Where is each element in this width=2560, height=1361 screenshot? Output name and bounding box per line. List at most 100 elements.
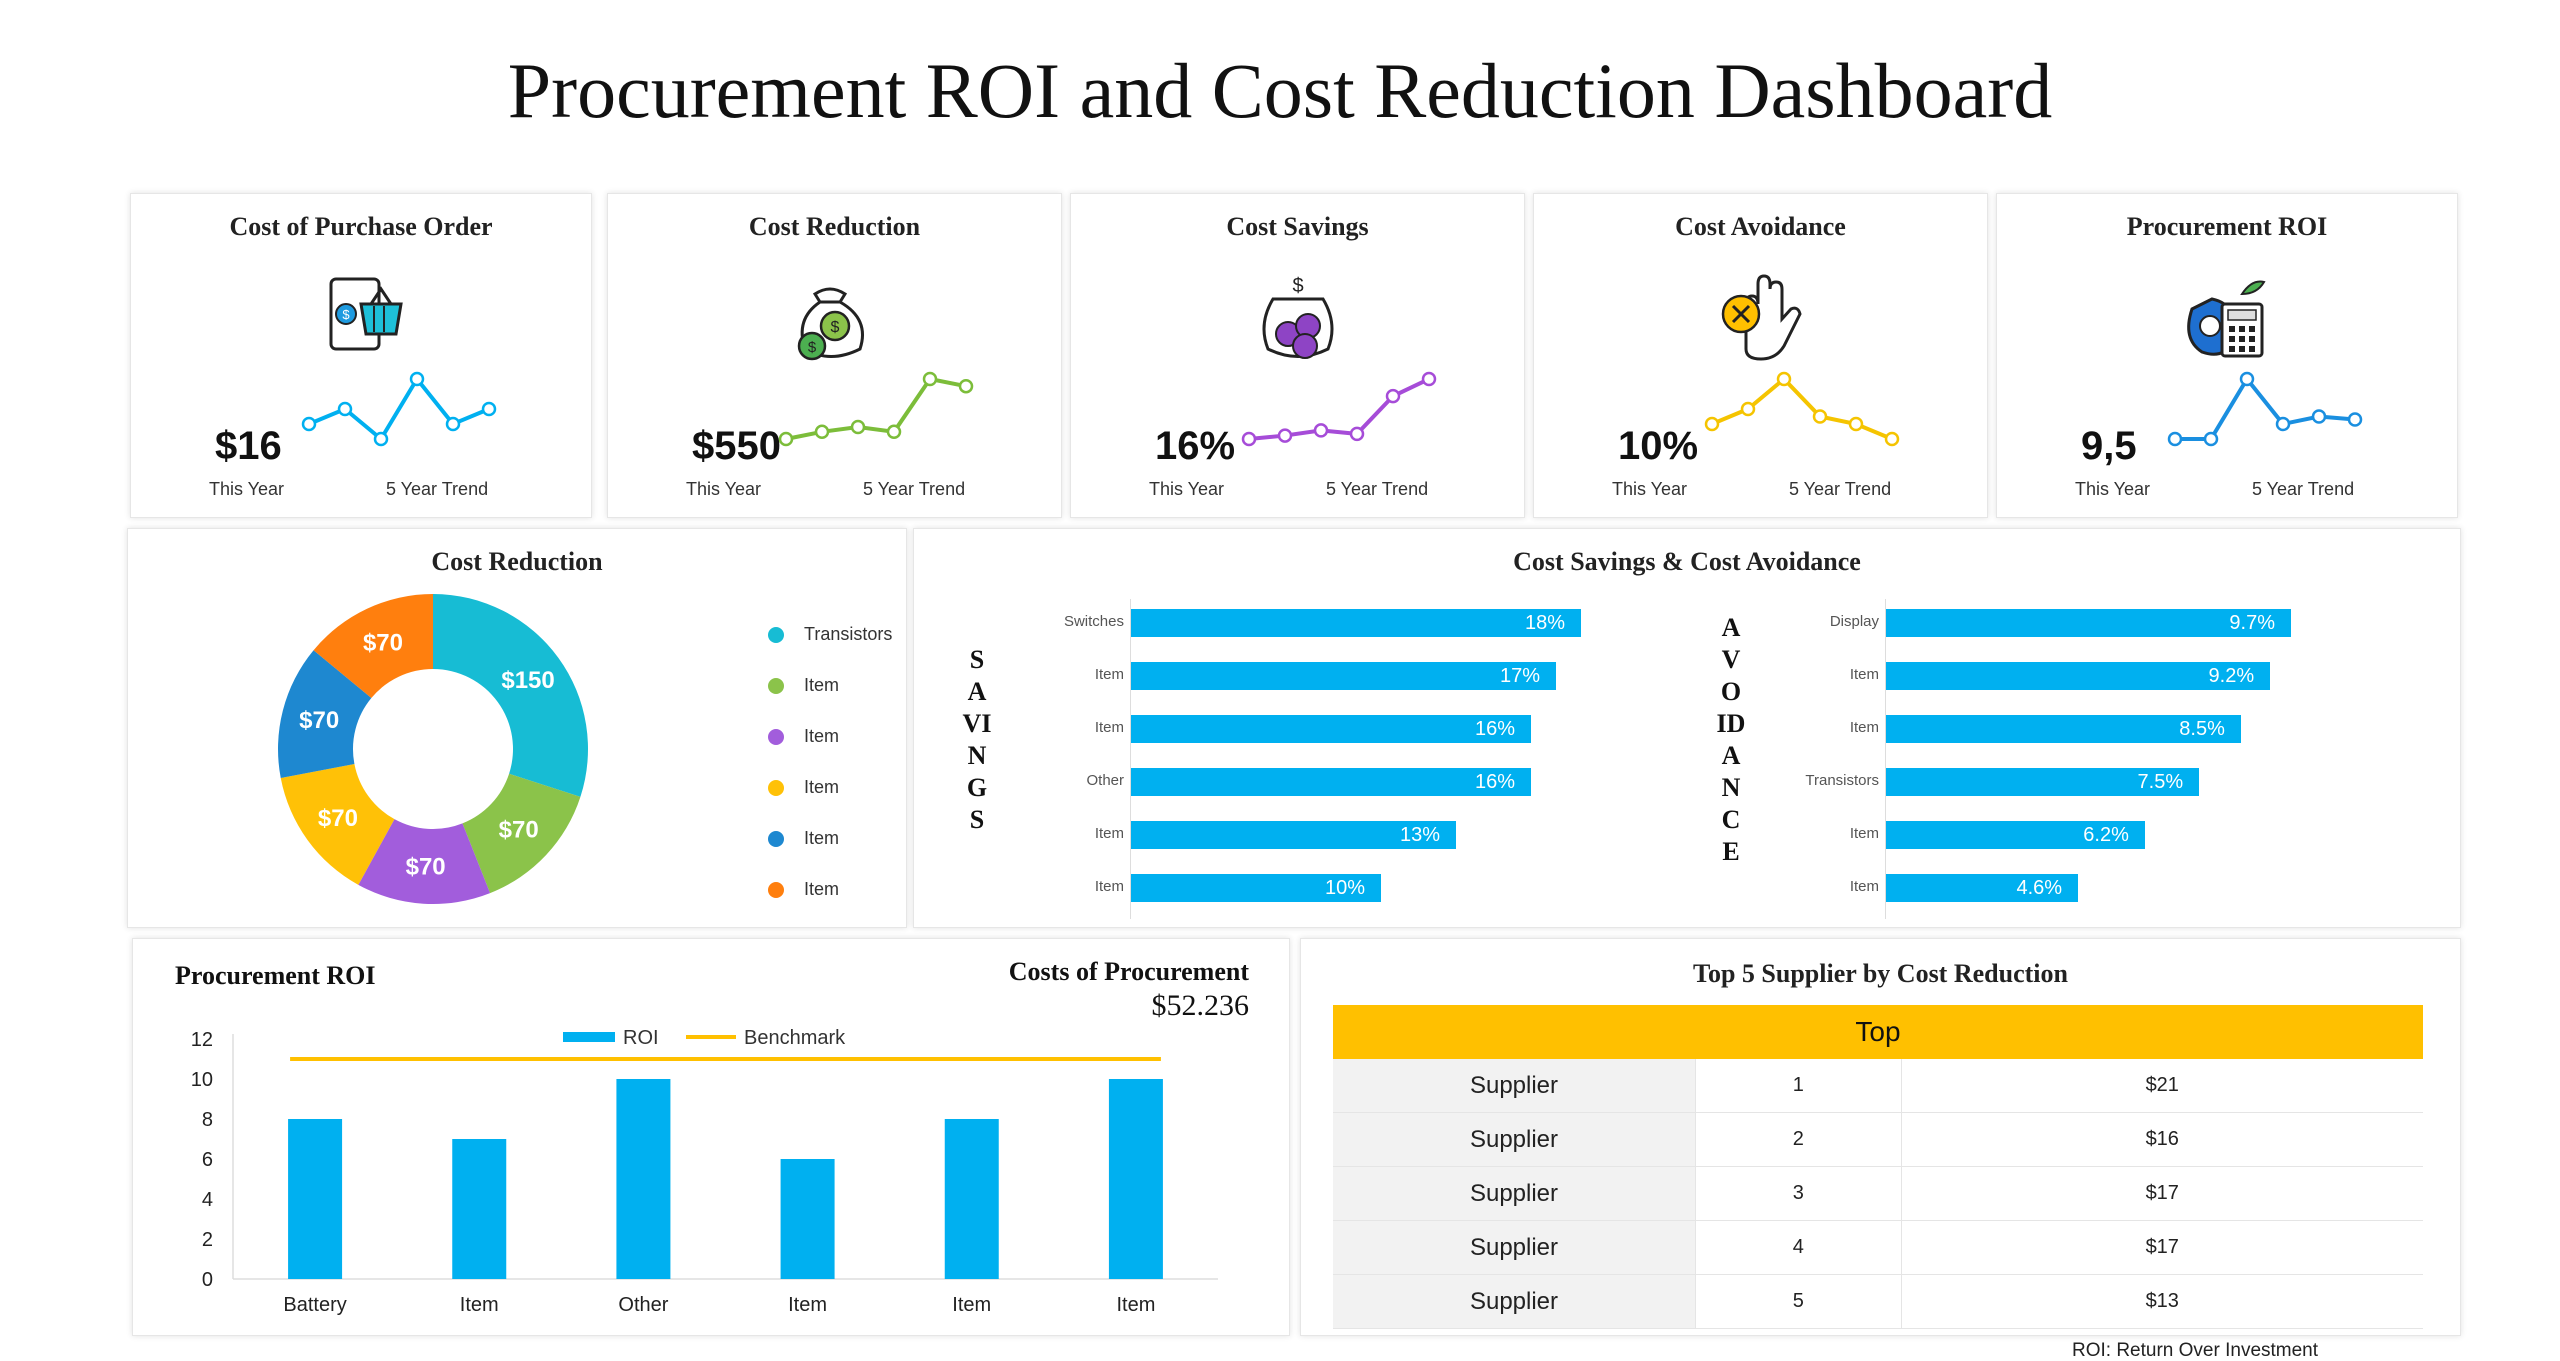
costs-of-procurement-title: Costs of Procurement <box>1008 957 1249 986</box>
donut-legend-item: Item <box>768 879 839 900</box>
kpi-value: 9,5 <box>2081 424 2137 468</box>
y-tick-label: 10 <box>191 1069 213 1091</box>
sparkline-point <box>1740 401 1756 417</box>
sparkline-point <box>1313 423 1329 438</box>
y-tick-label: 0 <box>202 1269 213 1291</box>
donut-legend-item: Item <box>768 777 839 798</box>
donut-legend-item: Item <box>768 828 839 849</box>
bar-value-label: 6.2% <box>2083 824 2129 846</box>
sparkline-line <box>1248 377 1430 441</box>
x-tick-label: Item <box>460 1294 499 1316</box>
sparkline-line <box>2175 375 2356 441</box>
horizontal-bar: 16% <box>1131 715 1531 743</box>
kpi-sparkline <box>778 371 974 447</box>
legend-dot-icon <box>768 729 784 746</box>
footnote: ROI: Return Over Investment <box>2072 1340 2319 1361</box>
cost-reduction-donut: $150 $70 $70 $70 $70 $70 <box>278 594 588 904</box>
supplier-title: Top 5 Supplier by Cost Reduction <box>1693 959 2068 988</box>
horizontal-bar: 8.5% <box>1886 715 2241 743</box>
legend-roi-swatch <box>563 1032 615 1042</box>
kpi-title: Cost Reduction <box>748 212 921 241</box>
table-row: Supplier 3 $17 <box>1333 1166 2423 1221</box>
kpi-this-year-label: This Year <box>686 479 762 499</box>
bar-value-label: 10% <box>1324 877 1365 899</box>
kpi-title: Cost Savings <box>1226 212 1369 241</box>
horizontal-bar: 6.2% <box>1886 821 2145 849</box>
donut-slice <box>278 650 372 779</box>
supplier-rank: 1 <box>1695 1059 1902 1113</box>
kpi-sparkline <box>301 371 497 447</box>
costs-of-procurement-value: $52.236 <box>1151 989 1250 1022</box>
horizontal-bar: 17% <box>1131 662 1556 690</box>
sparkline-point <box>1776 371 1792 387</box>
horizontal-bar: 9.2% <box>1886 662 2271 690</box>
bar-category-label: Other <box>1086 772 1124 789</box>
sparkline-point <box>2275 416 2291 432</box>
donut-slice <box>280 763 395 885</box>
supplier-rank: 4 <box>1695 1220 1902 1275</box>
kpi-card: Cost Reduction $ $ $550 This Year 5 Year Tren… <box>607 193 1062 518</box>
bar-category-label: Display <box>1829 613 1879 630</box>
kpi-value: $550 <box>692 424 781 468</box>
kpi-this-year-label: This Year <box>209 479 285 499</box>
sparkline-point <box>1884 431 1900 447</box>
legend-label: Item <box>804 828 840 848</box>
kpi-value: $16 <box>215 424 282 468</box>
bar-value-label: 9.2% <box>2208 665 2255 687</box>
supplier-name: Supplier <box>1333 1220 1696 1275</box>
tablet-basket-icon: $ <box>329 277 403 351</box>
donut-legend-item: Item <box>768 675 839 696</box>
y-tick-label: 2 <box>202 1229 213 1251</box>
kpi-trend-label: 5 Year Trend <box>2252 479 2355 499</box>
supplier-amount: $21 <box>1901 1059 2423 1113</box>
sparkline-point <box>2167 431 2183 447</box>
supplier-rank: 3 <box>1695 1166 1902 1221</box>
kpi-card: Cost of Purchase Order $ $16 This Year 5 Yea… <box>130 193 592 518</box>
legend-roi-label: ROI <box>623 1027 659 1049</box>
sparkline-point <box>1385 388 1401 404</box>
x-tick-label: Item <box>788 1294 827 1316</box>
savings-avoidance-title: Cost Savings & Cost Avoidance <box>1513 547 1861 576</box>
legend-label: Item <box>804 879 840 899</box>
roi-chart-card: Procurement ROI Costs of Procurement $52… <box>132 938 1290 1336</box>
kpi-value: 10% <box>1618 424 1699 468</box>
x-tick-label: Battery <box>283 1294 346 1316</box>
roi-bar <box>616 1079 671 1279</box>
y-tick-label: 6 <box>202 1149 213 1171</box>
svg-text:$: $ <box>342 307 350 322</box>
donut-slice-label: $150 <box>501 667 554 694</box>
supplier-amount: $17 <box>1901 1220 2423 1275</box>
sparkline-point <box>886 424 902 440</box>
kpi-this-year-label: This Year <box>2075 479 2151 499</box>
roi-bar <box>288 1119 343 1279</box>
supplier-table-header: Top <box>1333 1005 2423 1059</box>
bar-value-label: 9.7% <box>2229 612 2275 634</box>
horizontal-bar: 13% <box>1131 821 1456 849</box>
hand-stop-icon <box>1721 274 1802 361</box>
supplier-amount: $16 <box>1901 1112 2423 1167</box>
y-tick-label: 8 <box>202 1109 213 1131</box>
bar-value-label: 17% <box>1499 665 1540 687</box>
horizontal-bar: 18% <box>1131 609 1581 637</box>
horizontal-bar: 9.7% <box>1886 609 2291 637</box>
sparkline-point <box>1241 431 1257 447</box>
legend-label: Transistors <box>804 624 893 644</box>
sparkline-point <box>1848 416 1864 432</box>
kpi-sparkline <box>1704 371 1900 447</box>
legend-label: Item <box>804 675 840 695</box>
roi-bar <box>1108 1079 1163 1279</box>
cost-reduction-card: Cost Reduction $150 $70 $70 $70 $70 $70 Trans… <box>127 528 907 928</box>
bar-category-label: Switches <box>1063 613 1124 630</box>
sparkline-point <box>922 371 938 387</box>
kpi-title: Cost of Purchase Order <box>229 212 493 241</box>
kpi-this-year-label: This Year <box>1612 479 1688 499</box>
bar-value-label: 8.5% <box>2179 718 2225 740</box>
sparkline-point <box>445 416 461 432</box>
sparkline-point <box>481 401 497 417</box>
donut-slice <box>358 819 491 904</box>
sparkline-line <box>1711 376 1893 441</box>
kpi-title: Cost Avoidance <box>1675 212 1846 241</box>
kpi-this-year-label: This Year <box>1149 479 1225 499</box>
sparkline-point <box>2347 412 2363 427</box>
kpi-sparkline <box>1241 371 1437 447</box>
